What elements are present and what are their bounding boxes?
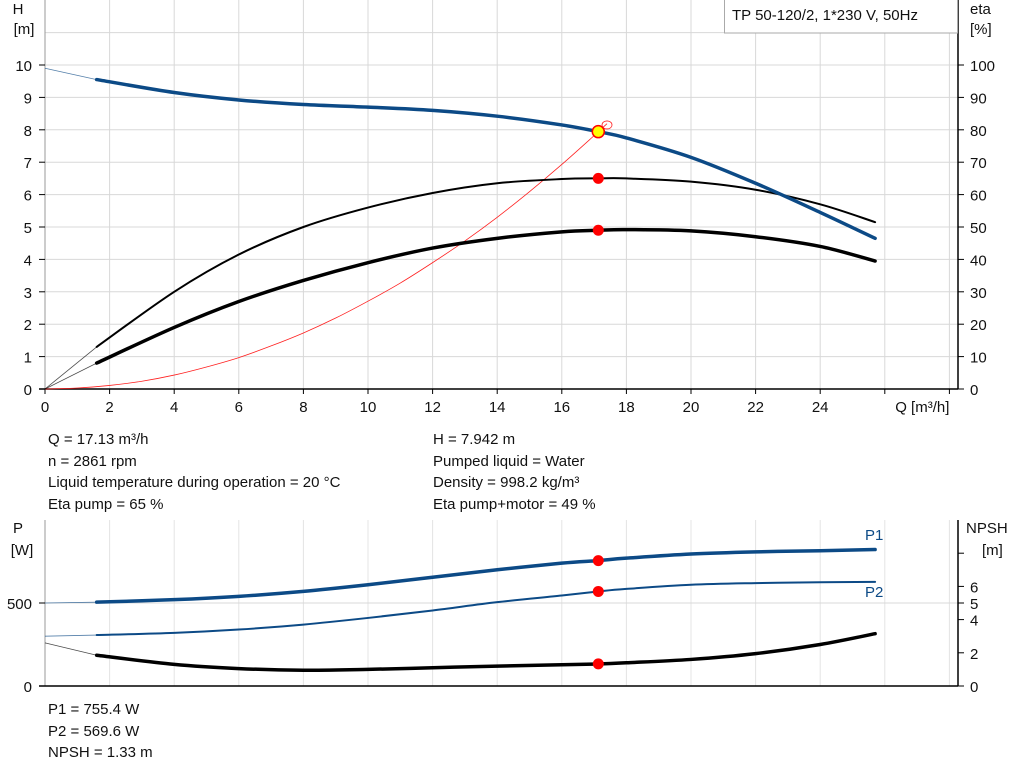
npsh-curve <box>94 631 877 673</box>
y-right-tick-label: 90 <box>970 90 987 107</box>
x-tick-label: 4 <box>170 399 178 416</box>
system-curve <box>44 123 608 390</box>
x-tick-label: 2 <box>105 399 113 416</box>
y-right-tick-label: 70 <box>970 155 987 172</box>
y-axis-label: H <box>13 1 24 18</box>
y-right-tick-label: 0 <box>970 382 978 399</box>
y-tick-label: 7 <box>24 155 32 172</box>
eta-total-curve-extrapolation <box>44 362 97 390</box>
head-curve <box>94 77 877 241</box>
npsh-curve-extrapolation <box>44 642 97 656</box>
y-right-tick-label: 10 <box>970 350 987 367</box>
info-right: H = 7.942 m Pumped liquid = Water Densit… <box>433 429 596 515</box>
info-q: Q = 17.13 m³/h <box>48 431 149 448</box>
x-tick-label: 6 <box>235 399 243 416</box>
eta-pump-curve-extrapolation <box>44 346 97 390</box>
y-right-tick-label: 80 <box>970 123 987 140</box>
x-tick-label: 16 <box>553 399 570 416</box>
title-text: TP 50-120/2, 1*230 V, 50Hz <box>732 7 918 24</box>
y-right-axis-label: eta <box>970 1 992 18</box>
info-npsh: NPSH = 1.33 m <box>48 744 153 761</box>
x-tick-label: 0 <box>41 399 49 416</box>
x-tick-label: 10 <box>360 399 377 416</box>
info-density: Density = 998.2 kg/m³ <box>433 474 580 491</box>
info-speed: n = 2861 rpm <box>48 452 137 470</box>
y-right-tick-label: 100 <box>970 58 995 75</box>
y-right-axis-label: NPSH <box>966 520 1008 537</box>
eta-pump-duty-marker <box>592 172 604 184</box>
y-right-tick-label: 6 <box>970 579 978 596</box>
y-tick-label: 5 <box>24 220 32 237</box>
p2-curve-extrapolation <box>44 634 97 637</box>
y-tick-label: 8 <box>24 123 32 140</box>
info-p1: P1 = 755.4 W <box>48 701 140 718</box>
y-right-axis-unit: [m] <box>982 542 1003 559</box>
x-tick-label: 14 <box>489 399 506 416</box>
eta-pump-curve <box>95 177 877 348</box>
y-tick-label: 9 <box>24 90 32 107</box>
y-right-axis-unit: [%] <box>970 21 992 38</box>
p1-curve <box>94 547 877 604</box>
title-box <box>724 0 958 34</box>
y-axis-label: P <box>13 520 23 537</box>
y-tick-label: 1 <box>24 350 32 367</box>
y-right-tick-label: 30 <box>970 285 987 302</box>
y-axis-unit: [W] <box>11 542 34 559</box>
y-right-tick-label: 20 <box>970 317 987 334</box>
y-right-tick-label: 0 <box>970 679 978 696</box>
p2-duty-marker <box>592 585 604 597</box>
p1-duty-marker <box>592 555 604 567</box>
y-axis-unit: [m] <box>14 21 35 38</box>
y-tick-label: 500 <box>7 596 32 613</box>
y-right-tick-label: 2 <box>970 646 978 663</box>
y-right-tick-label: 50 <box>970 220 987 237</box>
y-tick-label: 6 <box>24 188 32 205</box>
head-duty-marker <box>591 124 606 139</box>
y-tick-label: 4 <box>24 252 32 269</box>
x-tick-label: 24 <box>812 399 829 416</box>
p1-series-label: P1 <box>865 527 883 544</box>
p2-series-label: P2 <box>865 584 883 601</box>
p1-curve-extrapolation <box>44 601 97 604</box>
y-tick-label: 10 <box>15 58 32 75</box>
y-right-tick-label: 40 <box>970 252 987 269</box>
eta-total-duty-marker <box>592 224 604 236</box>
x-tick-label: 12 <box>424 399 441 416</box>
info-liquid: Pumped liquid = Water <box>433 452 585 470</box>
x-tick-label: 8 <box>299 399 307 416</box>
y-tick-label: 3 <box>24 285 32 302</box>
info-eta-pump: Eta pump = 65 % <box>48 495 164 513</box>
system-curve-end-marker <box>601 120 613 130</box>
y-tick-label: 0 <box>24 679 32 696</box>
info-temperature: Liquid temperature during operation = 20… <box>48 474 341 491</box>
x-tick-label: 20 <box>683 399 700 416</box>
y-tick-label: 2 <box>24 317 32 334</box>
y-tick-label: 0 <box>24 382 32 399</box>
x-axis-label: Q [m³/h] <box>895 399 949 416</box>
info-head: H = 7.942 m <box>433 431 516 448</box>
y-right-tick-label: 4 <box>970 613 978 630</box>
info-bottom: P1 = 755.4 W P2 = 569.6 W NPSH = 1.33 m <box>48 699 153 764</box>
head-curve-extrapolation <box>44 67 97 80</box>
info-left: Q = 17.13 m³/h n = 2861 rpm Liquid tempe… <box>48 429 340 515</box>
npsh-duty-marker <box>592 658 604 670</box>
x-tick-label: 22 <box>747 399 764 416</box>
eta-total-curve <box>94 227 877 365</box>
x-tick-label: 18 <box>618 399 635 416</box>
y-right-tick-label: 60 <box>970 188 987 205</box>
info-eta-total: Eta pump+motor = 49 % <box>433 495 596 513</box>
y-right-tick-label: 5 <box>970 596 978 613</box>
p2-curve <box>95 580 877 637</box>
info-p2: P2 = 569.6 W <box>48 722 140 740</box>
